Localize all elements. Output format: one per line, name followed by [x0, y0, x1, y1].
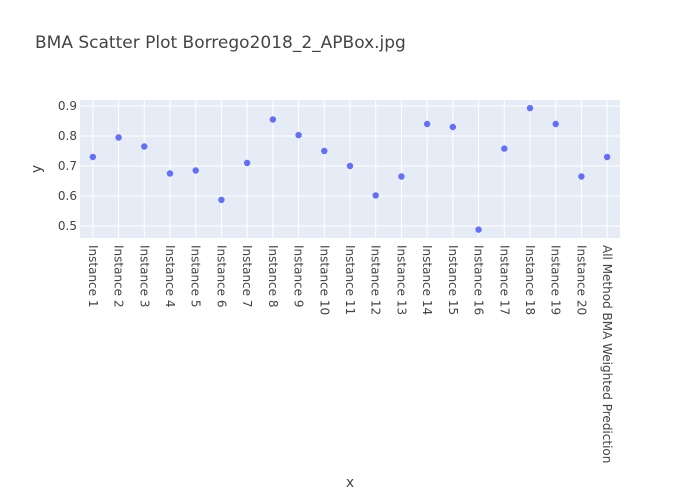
- data-point[interactable]: [141, 143, 148, 150]
- x-tick-label: Instance 11: [343, 245, 357, 315]
- x-tick-label: Instance 20: [574, 245, 588, 315]
- chart-title: BMA Scatter Plot Borrego2018_2_APBox.jpg: [35, 33, 406, 53]
- x-tick-label: Instance 14: [420, 245, 434, 315]
- x-tick-label: Instance 7: [240, 245, 254, 308]
- data-point[interactable]: [398, 173, 405, 180]
- x-tick-label: Instance 15: [446, 245, 460, 315]
- data-point[interactable]: [603, 153, 611, 161]
- data-point[interactable]: [269, 116, 277, 123]
- data-point[interactable]: [346, 162, 354, 170]
- x-tick-label: Instance 1: [86, 245, 100, 308]
- data-point[interactable]: [166, 170, 174, 177]
- data-point[interactable]: [192, 167, 199, 174]
- x-tick-labels: Instance 1 Instance 2 Instance 3 Instance 4…: [86, 245, 614, 463]
- x-tick-label: Instance 6: [214, 245, 228, 308]
- x-tick-label: Instance 5: [189, 245, 203, 308]
- x-tick-label: Instance 3: [137, 245, 151, 308]
- data-point[interactable]: [218, 196, 225, 204]
- y-tick-label: 0.5: [58, 219, 77, 233]
- data-point[interactable]: [295, 131, 302, 139]
- x-tick-label: Instance 16: [472, 245, 486, 315]
- y-axis-title: y: [29, 165, 45, 173]
- data-point[interactable]: [321, 147, 328, 155]
- data-point[interactable]: [372, 192, 379, 199]
- y-tick-label: 0.7: [58, 159, 77, 173]
- x-tick-label: All Method BMA Weighted Prediction: [600, 245, 614, 463]
- y-tick-label: 0.9: [58, 99, 77, 113]
- x-tick-label: Instance 17: [497, 245, 511, 315]
- data-points: [89, 104, 611, 233]
- data-point[interactable]: [475, 226, 482, 233]
- x-tick-label: Instance 9: [292, 245, 306, 308]
- data-point[interactable]: [89, 153, 97, 161]
- x-tick-label: Instance 12: [369, 245, 383, 315]
- x-tick-label: Instance 18: [523, 245, 537, 315]
- x-tick-label: Instance 19: [549, 245, 563, 315]
- y-tick-label: 0.8: [58, 129, 77, 143]
- data-point[interactable]: [243, 159, 251, 167]
- data-point[interactable]: [423, 120, 431, 128]
- data-point[interactable]: [578, 173, 585, 180]
- data-point[interactable]: [449, 123, 457, 131]
- data-point[interactable]: [552, 120, 559, 128]
- data-point[interactable]: [501, 145, 508, 152]
- data-point[interactable]: [115, 134, 122, 141]
- x-tick-label: Instance 4: [163, 245, 177, 308]
- x-tick-label: Instance 8: [266, 245, 280, 308]
- x-tick-label: Instance 2: [112, 245, 126, 308]
- data-point[interactable]: [526, 104, 534, 112]
- x-axis-title: x: [346, 475, 354, 491]
- y-tick-labels: 0.5 0.6 0.7 0.8 0.9: [58, 99, 77, 233]
- x-tick-label: Instance 13: [394, 245, 408, 315]
- y-tick-label: 0.6: [58, 189, 77, 203]
- x-tick-label: Instance 10: [317, 245, 331, 315]
